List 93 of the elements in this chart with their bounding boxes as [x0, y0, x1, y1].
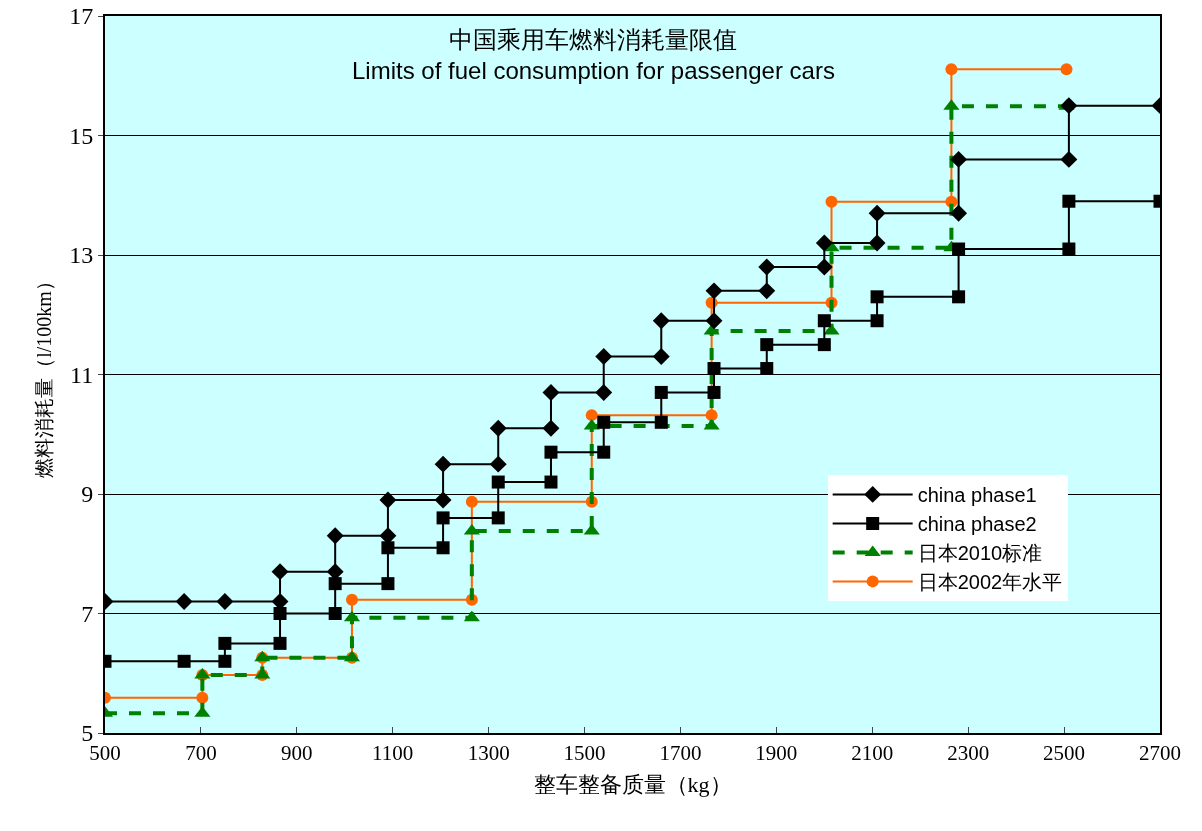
point [544, 475, 558, 489]
x-tick-label: 700 [185, 741, 217, 766]
point [705, 312, 723, 330]
point [705, 282, 723, 300]
chart-title: 中国乘用车燃料消耗量限值 [449, 26, 738, 54]
point [491, 475, 505, 489]
point [434, 491, 452, 509]
point [758, 282, 776, 300]
point [542, 419, 560, 437]
point [326, 527, 344, 545]
point [760, 338, 774, 352]
point [815, 234, 833, 252]
point [271, 563, 289, 581]
point [654, 385, 668, 399]
x-tick-label: 2500 [1043, 741, 1086, 766]
point [489, 455, 507, 473]
point [870, 290, 884, 304]
point [597, 415, 611, 429]
point [1060, 150, 1078, 168]
point [491, 511, 505, 525]
point [703, 418, 720, 430]
legend-label: china phase2 [917, 513, 1037, 536]
point [436, 541, 450, 555]
point [760, 362, 774, 376]
y-tick-label: 13 [69, 242, 94, 269]
point [707, 385, 721, 399]
x-tick-label: 1700 [659, 741, 702, 766]
y-tick-label: 17 [69, 3, 94, 30]
point [950, 150, 968, 168]
point [381, 577, 395, 591]
point [870, 314, 884, 328]
point [652, 312, 670, 330]
point [216, 593, 234, 610]
x-axis-title: 整车整备质量（kg） [533, 771, 732, 797]
x-tick-label: 2100 [851, 741, 894, 766]
point [817, 314, 831, 328]
point [950, 204, 968, 222]
point [817, 338, 831, 352]
point [542, 383, 560, 401]
point [175, 593, 193, 610]
x-tick-label: 1300 [467, 741, 510, 766]
point [952, 242, 966, 256]
point [1062, 242, 1076, 256]
y-tick-label: 15 [69, 122, 94, 149]
point [945, 63, 958, 76]
point [463, 610, 480, 622]
point [1062, 194, 1076, 208]
point [597, 445, 611, 459]
point [758, 258, 776, 276]
point [952, 290, 966, 304]
point [1060, 63, 1073, 76]
point [1060, 97, 1078, 115]
x-tick-label: 900 [281, 741, 313, 766]
point [825, 195, 838, 208]
legend-label: china phase1 [917, 484, 1037, 507]
point [218, 654, 232, 668]
point [465, 495, 478, 508]
point [707, 362, 721, 376]
point [815, 258, 833, 276]
y-tick-label: 11 [70, 361, 94, 388]
point [218, 636, 232, 650]
y-tick-label: 7 [81, 600, 94, 627]
point [273, 636, 287, 650]
point [273, 607, 287, 620]
point [177, 654, 191, 668]
y-tick-label: 9 [81, 481, 94, 508]
legend-label: 日本2010标准 [917, 542, 1043, 565]
x-tick-label: 1100 [372, 741, 414, 766]
point [705, 409, 718, 422]
point [434, 455, 452, 473]
x-tick-label: 1900 [755, 741, 798, 766]
point [595, 348, 613, 366]
point [489, 419, 507, 437]
point [381, 541, 395, 555]
point [868, 234, 886, 252]
point [196, 691, 209, 704]
point [652, 348, 670, 366]
point [585, 409, 598, 422]
point [868, 204, 886, 222]
legend-label: 日本2002年水平 [917, 571, 1063, 594]
point [328, 607, 342, 620]
x-tick-label: 2300 [947, 741, 990, 766]
text: Limits of fuel consumption for passenger cars [352, 57, 835, 85]
x-tick-label: 1500 [563, 741, 606, 766]
point [595, 383, 613, 401]
x-tick-label: 2700 [1139, 741, 1181, 766]
y-axis-title: 燃料消耗量（l/100km） [33, 271, 56, 478]
point [379, 491, 397, 509]
point [544, 445, 558, 459]
point [654, 415, 668, 429]
point [345, 593, 358, 606]
point [328, 577, 342, 591]
point [436, 511, 450, 525]
